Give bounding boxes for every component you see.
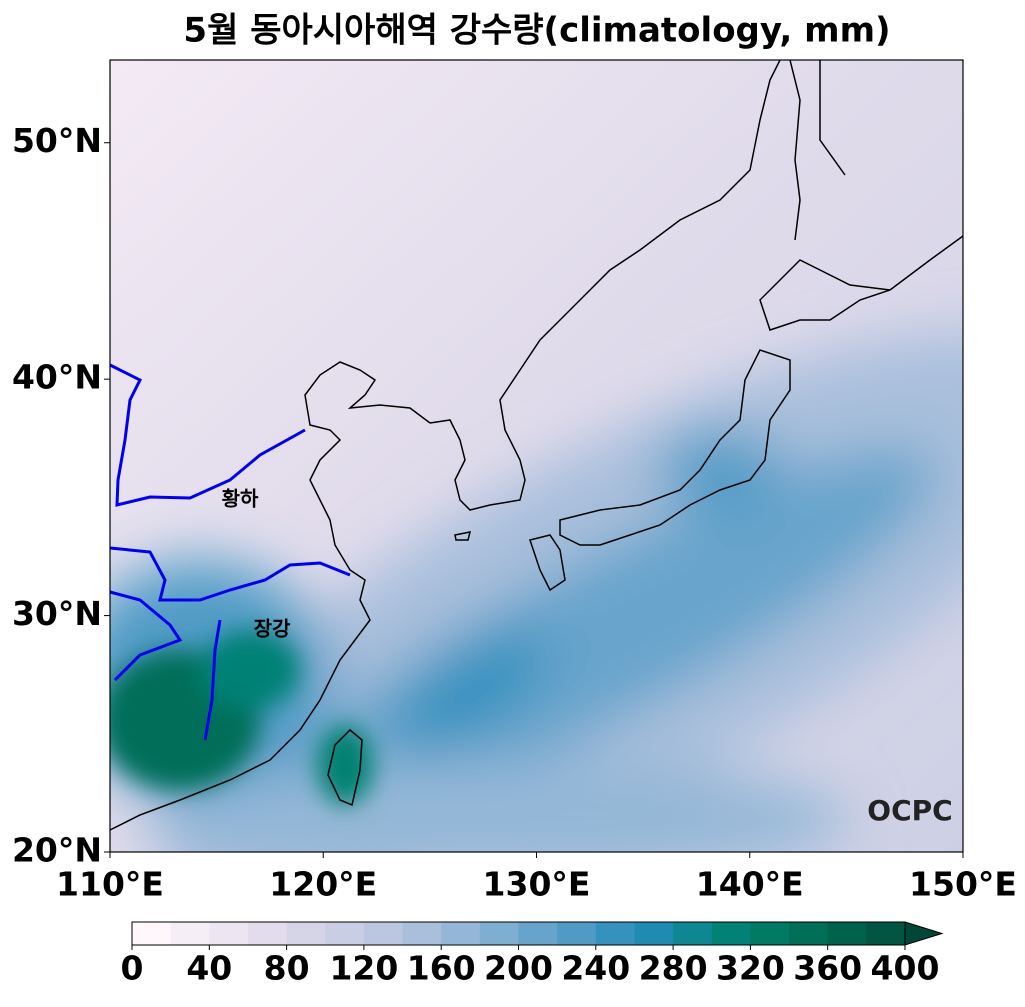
colorbar-bin	[441, 922, 481, 945]
y-tick-label: 30°N	[12, 594, 102, 633]
coastlines	[109, 59, 964, 831]
colorbar-tick-label: 320	[716, 949, 785, 988]
y-tick-label: 20°N	[12, 831, 102, 870]
rivers	[109, 363, 351, 741]
colorbar-bin	[634, 922, 674, 945]
colorbar-bin	[557, 922, 597, 945]
watermark: OCPC	[867, 794, 952, 827]
colorbar-bin	[789, 922, 829, 945]
colorbar-tick-label: 120	[329, 949, 398, 988]
colorbar-tick-label: 400	[871, 949, 940, 988]
y-tick-label: 40°N	[12, 358, 102, 397]
colorbar-bin	[866, 922, 906, 945]
precip-field	[110, 60, 963, 852]
colorbar-tick-label: 360	[793, 949, 862, 988]
x-tick-label: 130°E	[483, 865, 591, 904]
colorbar-tick-label: 0	[121, 949, 144, 988]
x-tick-label: 110°E	[56, 865, 164, 904]
colorbar-tick-label: 240	[561, 949, 630, 988]
river-label: 장강	[254, 617, 291, 641]
axes: 110°E 120°E 130°E 140°E 150°E 20°N 30°N 40°N 50°…	[12, 121, 1017, 903]
colorbar-bin	[711, 922, 751, 945]
colorbar-bin	[247, 922, 288, 945]
colorbar-bin	[209, 922, 249, 945]
colorbar-tick-label: 280	[639, 949, 708, 988]
colorbar-bin	[402, 922, 442, 945]
colorbar: 0 40 80 120 160 200 240 280 320 360 400	[121, 921, 944, 988]
colorbar-bin	[170, 922, 210, 945]
colorbar-bin	[479, 922, 519, 945]
colorbar-bin	[286, 922, 326, 945]
x-tick-label: 150°E	[909, 865, 1017, 904]
colorbar-extend	[904, 921, 944, 946]
colorbar-bin	[750, 922, 790, 945]
colorbar-bin	[518, 922, 558, 945]
river-label: 황하	[222, 487, 259, 511]
colorbar-bin	[325, 922, 365, 945]
map-title: 5월 동아시아해역 강수량(climatology, mm)	[183, 11, 890, 51]
x-tick-label: 120°E	[269, 865, 377, 904]
colorbar-bin	[673, 922, 713, 945]
colorbar-bin	[363, 922, 404, 945]
colorbar-bin	[595, 922, 635, 945]
colorbar-tick-label: 160	[407, 949, 476, 988]
colorbar-tick-label: 80	[264, 949, 310, 988]
colorbar-tick-label: 40	[186, 949, 232, 988]
colorbar-bin	[827, 922, 867, 945]
y-tick-label: 50°N	[12, 121, 102, 160]
x-tick-label: 140°E	[696, 865, 804, 904]
colorbar-tick-label: 200	[484, 949, 553, 988]
colorbar-bin	[132, 922, 172, 945]
